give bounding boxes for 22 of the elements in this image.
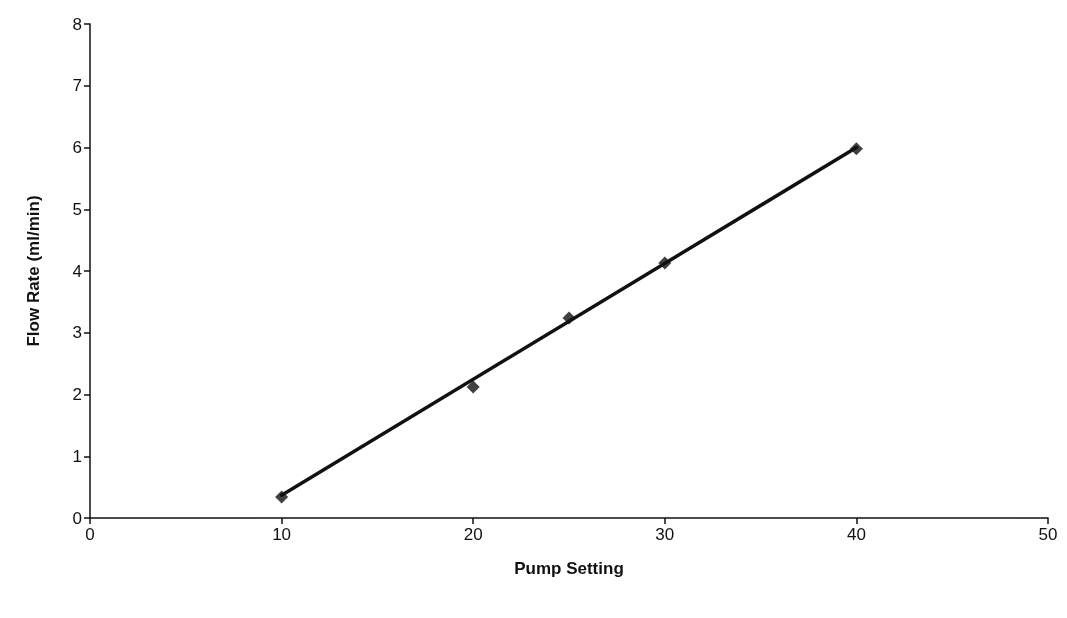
x-tick-label: 10 bbox=[272, 525, 292, 544]
x-tick-label: 0 bbox=[85, 525, 95, 544]
x-tick-label: 40 bbox=[846, 525, 866, 544]
y-tick-label: 4 bbox=[72, 261, 82, 281]
y-tick-label: 5 bbox=[72, 199, 82, 219]
point bbox=[562, 311, 576, 325]
x-axis-title: Pump Setting bbox=[514, 559, 624, 578]
y-tick-label: 3 bbox=[72, 323, 82, 343]
y-tick-label: 0 bbox=[72, 508, 82, 528]
y-tick-label: 1 bbox=[72, 446, 82, 466]
y-axis-title: Flow Rate (ml/min) bbox=[24, 195, 43, 347]
point bbox=[658, 256, 672, 270]
point bbox=[466, 380, 480, 394]
x-tick-label: 30 bbox=[655, 525, 675, 544]
y-tick-label: 6 bbox=[72, 138, 82, 157]
x-tick-label: 50 bbox=[1038, 525, 1058, 544]
point bbox=[275, 490, 289, 504]
point bbox=[849, 142, 863, 156]
y-tick-label: 7 bbox=[72, 76, 82, 96]
x-tick-label: 20 bbox=[463, 525, 483, 544]
y-tick-label: 8 bbox=[72, 14, 82, 34]
y-tick-label: 2 bbox=[72, 385, 82, 404]
